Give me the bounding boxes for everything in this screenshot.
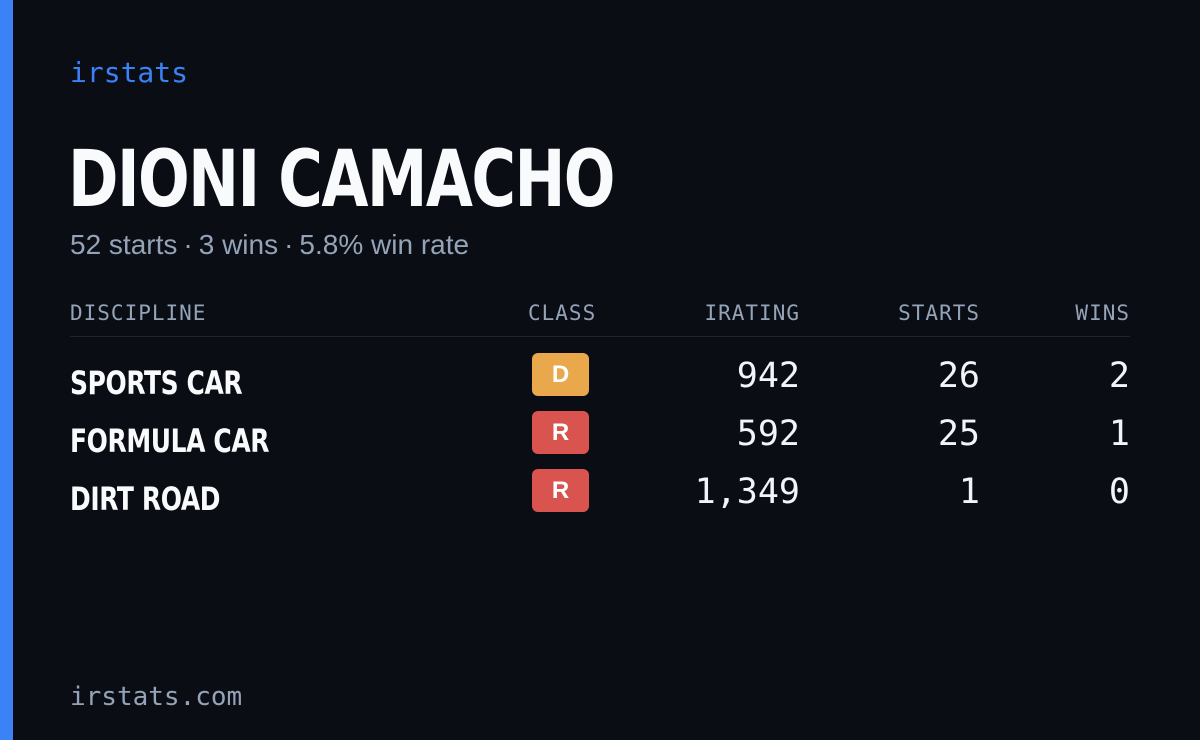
accent-bar	[0, 0, 13, 740]
license-class-badge: R	[532, 411, 589, 454]
table-body: SPORTS CAR D 942 26 2 FORMULA CAR R 592 …	[70, 337, 1130, 527]
starts-value: 1	[958, 472, 980, 512]
table-row: SPORTS CAR D 942 26 2	[70, 353, 1130, 411]
table-header-row: DISCIPLINE CLASS IRATING STARTS WINS	[70, 298, 1130, 337]
column-header-starts: STARTS	[898, 301, 980, 325]
irating-value: 592	[736, 414, 800, 454]
footer-domain-link[interactable]: irstats.com	[70, 682, 243, 712]
table-row: DIRT ROAD R 1,349 1 0	[70, 469, 1130, 527]
column-header-irating: IRATING	[704, 301, 800, 325]
wins-value: 1	[1108, 414, 1130, 454]
discipline-name: DIRT ROAD	[70, 480, 221, 518]
column-header-discipline: DISCIPLINE	[70, 301, 207, 325]
license-class-badge: R	[532, 469, 589, 512]
summary-wins: 3 wins	[198, 229, 279, 260]
column-header-wins: WINS	[1075, 301, 1130, 325]
summary-starts: 52 starts	[70, 229, 178, 260]
irating-value: 942	[736, 356, 800, 396]
table-row: FORMULA CAR R 592 25 1	[70, 411, 1130, 469]
column-header-class: CLASS	[528, 301, 597, 325]
wins-value: 0	[1108, 472, 1130, 512]
wins-value: 2	[1108, 356, 1130, 396]
starts-value: 26	[937, 356, 980, 396]
irating-value: 1,349	[694, 472, 800, 512]
summary-separator: ·	[284, 229, 294, 260]
summary-separator: ·	[183, 229, 193, 260]
brand-logo-text[interactable]: irstats	[70, 56, 189, 89]
discipline-name: FORMULA CAR	[70, 422, 270, 460]
starts-value: 25	[937, 414, 980, 454]
discipline-stats-table: DISCIPLINE CLASS IRATING STARTS WINS SPO…	[70, 298, 1130, 527]
summary-win-rate: 5.8% win rate	[299, 229, 470, 260]
player-summary: 52 starts · 3 wins · 5.8% win rate	[70, 228, 469, 262]
license-class-badge: D	[532, 353, 589, 396]
discipline-name: SPORTS CAR	[70, 364, 243, 402]
player-name: DIONI CAMACHO	[68, 135, 616, 225]
